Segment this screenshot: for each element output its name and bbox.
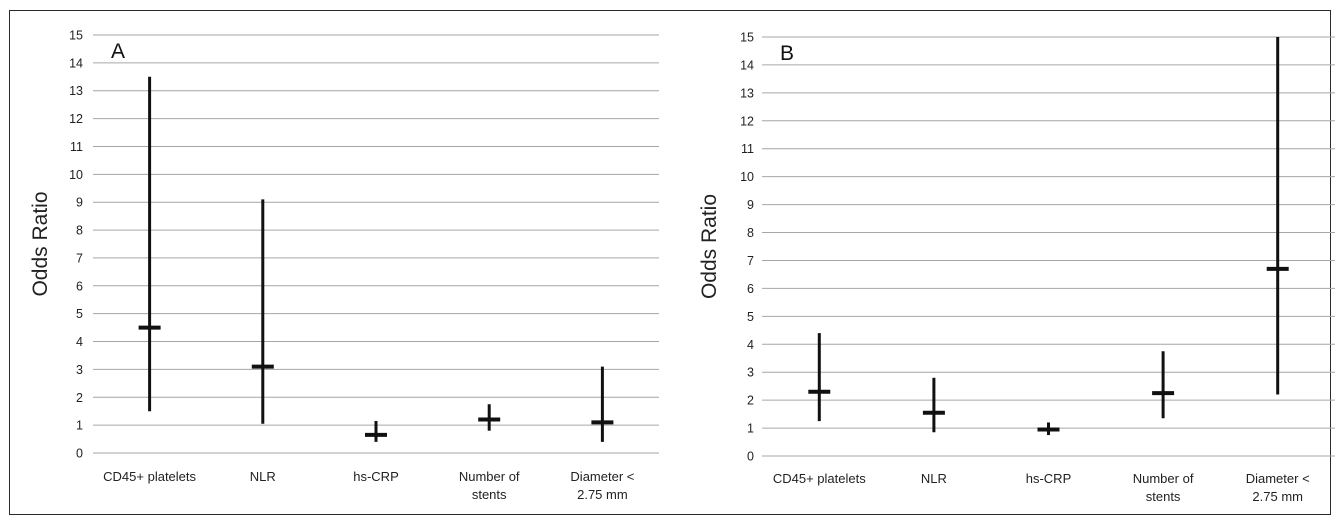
y-tick-label: 6 — [76, 279, 83, 293]
y-tick-label: 0 — [747, 450, 754, 464]
y-tick-label: 14 — [740, 58, 754, 72]
y-tick-label: 11 — [741, 142, 754, 156]
panel-label: A — [111, 40, 125, 63]
y-tick-label: 15 — [740, 31, 754, 45]
y-tick-label: 12 — [69, 112, 83, 126]
y-axis-label: Odds Ratio — [29, 191, 52, 296]
x-category-label: Number of stents — [459, 469, 520, 502]
y-tick-label: 2 — [76, 391, 83, 405]
y-tick-label: 4 — [747, 338, 754, 352]
y-tick-label: 1 — [747, 422, 754, 436]
x-category-label: hs-CRP — [353, 469, 399, 484]
y-tick-label: 6 — [747, 282, 754, 296]
y-tick-label: 15 — [69, 29, 83, 43]
y-tick-label: 7 — [76, 251, 83, 265]
x-category-label: CD45+ platelets — [103, 469, 196, 484]
y-tick-label: 13 — [69, 84, 83, 98]
y-tick-label: 14 — [69, 56, 83, 70]
y-tick-label: 0 — [76, 447, 83, 461]
y-tick-label: 5 — [76, 307, 83, 321]
y-tick-label: 8 — [747, 226, 754, 240]
y-tick-label: 3 — [76, 363, 83, 377]
figure-frame — [9, 10, 1331, 515]
y-tick-label: 10 — [740, 170, 754, 184]
y-tick-label: 10 — [69, 168, 83, 182]
y-tick-label: 13 — [740, 86, 754, 100]
y-tick-label: 2 — [747, 394, 754, 408]
y-tick-label: 5 — [747, 310, 754, 324]
y-tick-label: 12 — [740, 114, 754, 128]
x-category-label: NLR — [921, 471, 947, 486]
y-tick-label: 3 — [747, 366, 754, 380]
panel-label: B — [780, 42, 794, 65]
x-category-label: Number of stents — [1133, 471, 1194, 504]
y-tick-label: 8 — [76, 224, 83, 238]
y-tick-label: 7 — [747, 254, 754, 268]
y-tick-label: 9 — [76, 196, 83, 210]
y-tick-label: 11 — [70, 140, 83, 154]
x-category-label: CD45+ platelets — [773, 471, 866, 486]
y-axis-label: Odds Ratio — [698, 194, 721, 299]
x-category-label: hs-CRP — [1026, 471, 1072, 486]
y-tick-label: 4 — [76, 335, 83, 349]
x-category-label: NLR — [250, 469, 276, 484]
y-tick-label: 1 — [76, 419, 83, 433]
y-tick-label: 9 — [747, 198, 754, 212]
x-category-label: Diameter <2.75 mm — [570, 469, 634, 502]
x-category-label: Diameter <2.75 mm — [1246, 471, 1310, 504]
